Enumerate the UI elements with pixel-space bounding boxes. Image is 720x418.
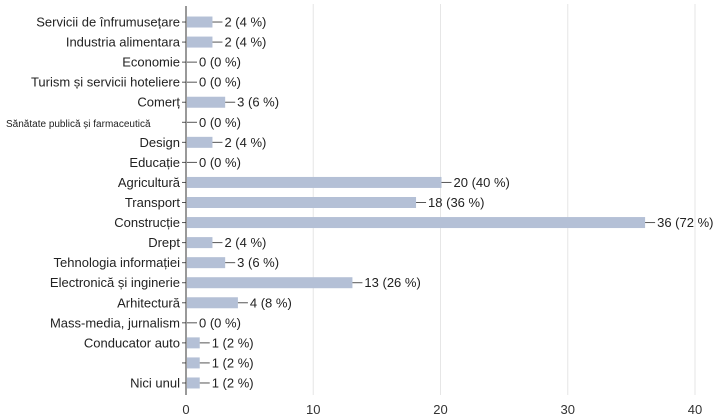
category-label: Industria alimentara [66, 35, 181, 50]
bar [187, 97, 225, 108]
value-label: 13 (26 %) [364, 275, 420, 290]
x-tick-label: 0 [182, 402, 189, 417]
category-label: Servicii de înfrumusețare [36, 15, 180, 30]
x-tick-label: 20 [433, 402, 447, 417]
category-label: Design [140, 135, 180, 150]
value-label: 4 (8 %) [250, 295, 292, 310]
bar [187, 337, 200, 348]
category-label: Agricultură [118, 175, 181, 190]
value-label: 2 (4 %) [224, 35, 266, 50]
category-label: Drept [148, 235, 180, 250]
category-label: Arhitectură [117, 295, 181, 310]
category-label: Electronică și inginerie [50, 275, 180, 290]
bar [187, 17, 212, 28]
value-label: 36 (72 %) [657, 215, 713, 230]
category-labels: Servicii de înfrumusețare Industria alime… [6, 15, 181, 391]
value-label: 2 (4 %) [224, 135, 266, 150]
bar [187, 277, 352, 288]
value-label: 0 (0 %) [199, 75, 241, 90]
value-label: 20 (40 %) [454, 175, 510, 190]
bar [187, 357, 200, 368]
category-label: Nici unul [130, 375, 180, 390]
bar [187, 177, 442, 188]
x-tick-label: 30 [561, 402, 575, 417]
x-tick-labels: 0 10 20 30 40 [182, 402, 702, 417]
category-label: Educație [129, 155, 180, 170]
category-label: Sănătate publică și farmaceutică [6, 119, 151, 130]
value-label: 3 (6 %) [237, 255, 279, 270]
value-label: 0 (0 %) [199, 155, 241, 170]
value-label: 1 (2 %) [212, 335, 254, 350]
category-label: Mass-media, jurnalism [50, 315, 180, 330]
bar [187, 217, 645, 228]
value-label: 2 (4 %) [224, 235, 266, 250]
bar [187, 377, 200, 388]
bar [187, 237, 212, 248]
category-label: Tehnologia informației [54, 255, 181, 270]
bar [187, 197, 416, 208]
category-label: Economie [122, 55, 180, 70]
value-label: 3 (6 %) [237, 95, 279, 110]
value-label: 1 (2 %) [212, 355, 254, 370]
value-label: 1 (2 %) [212, 375, 254, 390]
category-label: Conducator auto [84, 335, 180, 350]
value-label: 0 (0 %) [199, 55, 241, 70]
bar [187, 137, 212, 148]
category-label: Turism și servicii hoteliere [31, 75, 180, 90]
category-label: Construcție [114, 215, 180, 230]
value-label: 0 (0 %) [199, 115, 241, 130]
x-tick-label: 40 [688, 402, 702, 417]
value-label: 2 (4 %) [224, 15, 266, 30]
value-label: 18 (36 %) [428, 195, 484, 210]
value-label: 0 (0 %) [199, 315, 241, 330]
bar [187, 257, 225, 268]
x-tick-label: 10 [306, 402, 320, 417]
bar [187, 297, 238, 308]
category-label: Transport [125, 195, 181, 210]
category-label: Comerț [137, 95, 180, 110]
bar [187, 37, 212, 48]
